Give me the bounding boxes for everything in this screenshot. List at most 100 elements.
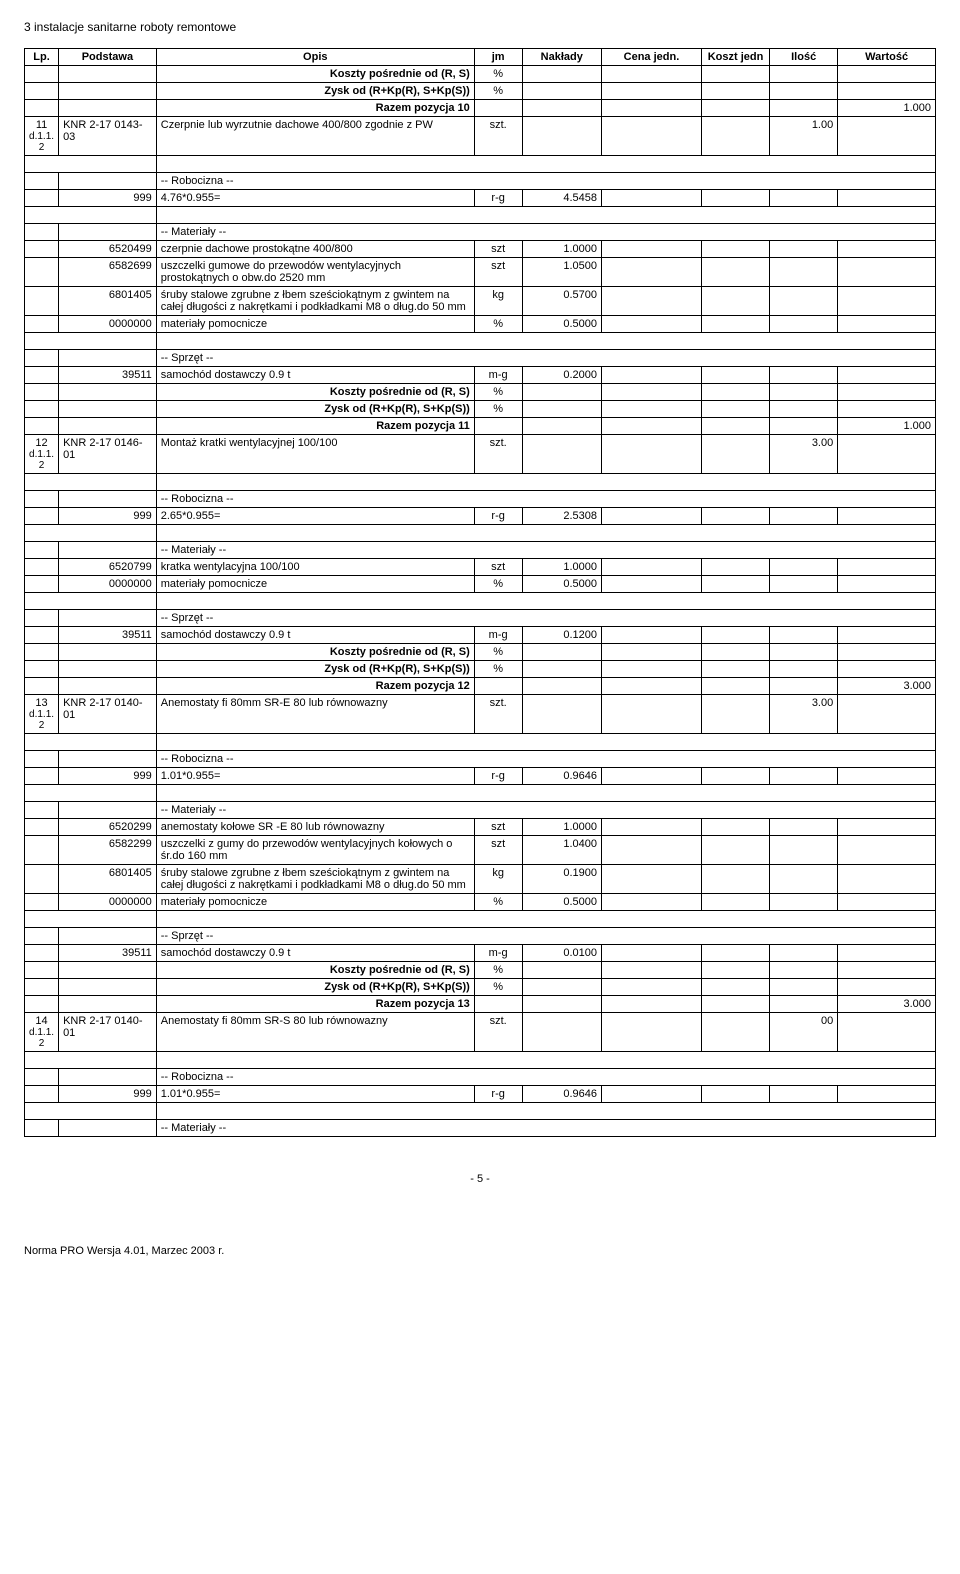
table-cell <box>25 350 59 367</box>
table-cell <box>838 559 936 576</box>
table-cell <box>59 962 157 979</box>
table-row: -- Sprzęt -- <box>25 928 936 945</box>
table-cell: % <box>474 576 522 593</box>
table-cell <box>25 316 59 333</box>
table-row: -- Robocizna -- <box>25 491 936 508</box>
table-cell <box>156 785 935 802</box>
table-cell <box>701 435 769 474</box>
table-cell: 3.000 <box>838 678 936 695</box>
table-cell: Koszty pośrednie od (R, S) <box>156 962 474 979</box>
table-cell <box>156 474 935 491</box>
table-row: -- Sprzęt -- <box>25 350 936 367</box>
table-cell <box>602 576 702 593</box>
table-cell: KNR 2-17 0146-01 <box>59 435 157 474</box>
table-cell: Koszty pośrednie od (R, S) <box>156 644 474 661</box>
table-cell <box>701 627 769 644</box>
table-row <box>25 156 936 173</box>
table-cell: 0.5700 <box>522 287 602 316</box>
table-row: 12d.1.1.2KNR 2-17 0146-01Montaż kratki w… <box>25 435 936 474</box>
table-cell <box>602 190 702 207</box>
table-cell <box>838 865 936 894</box>
table-cell: 0.1200 <box>522 627 602 644</box>
table-cell <box>59 401 157 418</box>
table-cell <box>602 627 702 644</box>
table-cell <box>838 316 936 333</box>
table-cell <box>701 418 769 435</box>
table-cell <box>770 644 838 661</box>
table-cell <box>25 661 59 678</box>
table-cell <box>838 768 936 785</box>
table-cell: 39511 <box>59 367 157 384</box>
table-row: -- Materiały -- <box>25 1120 936 1137</box>
table-cell <box>602 83 702 100</box>
table-cell <box>701 768 769 785</box>
table-cell <box>701 100 769 117</box>
table-row: -- Robocizna -- <box>25 751 936 768</box>
table-cell <box>838 661 936 678</box>
table-cell <box>701 367 769 384</box>
table-cell <box>770 100 838 117</box>
table-cell: % <box>474 401 522 418</box>
table-cell <box>701 836 769 865</box>
table-cell <box>25 384 59 401</box>
table-cell <box>156 734 935 751</box>
table-cell <box>156 593 935 610</box>
table-cell <box>838 258 936 287</box>
table-cell <box>156 333 935 350</box>
table-cell: materiały pomocnicze <box>156 316 474 333</box>
table-cell: 6801405 <box>59 865 157 894</box>
table-cell <box>59 542 157 559</box>
table-cell: 0.9646 <box>522 768 602 785</box>
table-cell <box>25 224 59 241</box>
table-cell: Anemostaty fi 80mm SR-S 80 lub równowazn… <box>156 1013 474 1052</box>
table-cell <box>602 695 702 734</box>
table-cell: Razem pozycja 12 <box>156 678 474 695</box>
table-cell <box>602 418 702 435</box>
table-cell: 1.000 <box>838 418 936 435</box>
table-row: Zysk od (R+Kp(R), S+Kp(S))% <box>25 83 936 100</box>
table-row: Razem pozycja 101.000 <box>25 100 936 117</box>
table-cell <box>770 287 838 316</box>
table-cell: -- Materiały -- <box>156 224 935 241</box>
table-cell <box>838 894 936 911</box>
table-row: -- Materiały -- <box>25 802 936 819</box>
table-cell: samochód dostawczy 0.9 t <box>156 367 474 384</box>
table-cell: uszczelki z gumy do przewodów wentylacyj… <box>156 836 474 865</box>
table-cell <box>522 1013 602 1052</box>
table-cell <box>522 66 602 83</box>
table-cell <box>474 996 522 1013</box>
table-row: 6520299anemostaty kołowe SR -E 80 lub ró… <box>25 819 936 836</box>
table-row: Koszty pośrednie od (R, S)% <box>25 384 936 401</box>
table-row: Zysk od (R+Kp(R), S+Kp(S))% <box>25 661 936 678</box>
table-row <box>25 734 936 751</box>
table-cell <box>25 559 59 576</box>
col-podstawa: Podstawa <box>59 49 157 66</box>
table-cell: 13d.1.1.2 <box>25 695 59 734</box>
table-cell <box>156 207 935 224</box>
table-cell: szt. <box>474 695 522 734</box>
table-cell: 6520499 <box>59 241 157 258</box>
table-cell <box>602 117 702 156</box>
table-cell: szt <box>474 258 522 287</box>
table-cell: % <box>474 83 522 100</box>
table-cell <box>59 996 157 1013</box>
table-cell <box>838 401 936 418</box>
table-row <box>25 207 936 224</box>
table-cell <box>25 1103 157 1120</box>
table-cell: m-g <box>474 367 522 384</box>
table-cell: 999 <box>59 190 157 207</box>
table-cell <box>770 962 838 979</box>
table-cell: 3.000 <box>838 996 936 1013</box>
table-cell: r-g <box>474 768 522 785</box>
table-cell <box>522 418 602 435</box>
table-cell <box>602 401 702 418</box>
table-cell: 0.0100 <box>522 945 602 962</box>
table-cell <box>522 644 602 661</box>
table-cell: 12d.1.1.2 <box>25 435 59 474</box>
table-row <box>25 911 936 928</box>
table-cell <box>602 287 702 316</box>
table-cell <box>602 384 702 401</box>
table-row: 6801405śruby stalowe zgrubne z łbem sześ… <box>25 287 936 316</box>
table-cell <box>25 979 59 996</box>
table-cell <box>522 979 602 996</box>
